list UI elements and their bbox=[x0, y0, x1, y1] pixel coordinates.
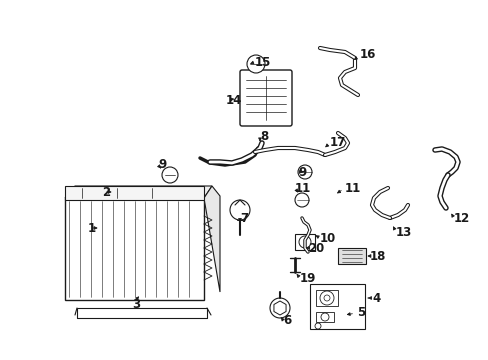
Bar bbox=[294, 234, 314, 250]
FancyBboxPatch shape bbox=[240, 70, 291, 126]
Circle shape bbox=[320, 313, 328, 321]
Circle shape bbox=[294, 193, 308, 207]
Text: 19: 19 bbox=[299, 271, 316, 284]
Circle shape bbox=[246, 55, 264, 73]
Bar bbox=[65, 186, 203, 200]
Circle shape bbox=[324, 295, 329, 301]
Text: 10: 10 bbox=[319, 231, 336, 244]
Bar bbox=[315, 290, 337, 306]
Bar bbox=[337, 248, 365, 264]
Polygon shape bbox=[203, 186, 220, 292]
Text: 9: 9 bbox=[297, 166, 305, 179]
Text: 16: 16 bbox=[359, 49, 376, 62]
Circle shape bbox=[297, 165, 311, 179]
Text: 3: 3 bbox=[132, 297, 140, 310]
Circle shape bbox=[298, 236, 310, 248]
Text: 11: 11 bbox=[345, 181, 361, 194]
Text: 15: 15 bbox=[254, 55, 271, 68]
Circle shape bbox=[319, 291, 333, 305]
Text: 12: 12 bbox=[453, 211, 469, 225]
Text: 18: 18 bbox=[369, 249, 386, 262]
Text: 4: 4 bbox=[371, 292, 380, 305]
Text: 2: 2 bbox=[102, 185, 110, 198]
Text: 5: 5 bbox=[356, 306, 365, 320]
Text: 14: 14 bbox=[225, 94, 242, 107]
Circle shape bbox=[162, 167, 178, 183]
Text: 13: 13 bbox=[395, 225, 411, 238]
Circle shape bbox=[314, 323, 320, 329]
Text: 8: 8 bbox=[260, 130, 268, 143]
Text: 9: 9 bbox=[158, 158, 166, 171]
Bar bbox=[315, 312, 333, 322]
Text: 17: 17 bbox=[329, 136, 346, 149]
Text: 11: 11 bbox=[294, 181, 311, 194]
Bar bbox=[309, 284, 364, 329]
Text: 6: 6 bbox=[283, 314, 291, 327]
Bar bbox=[77, 308, 206, 318]
Bar bbox=[65, 198, 203, 300]
Text: 1: 1 bbox=[88, 221, 96, 234]
Polygon shape bbox=[65, 186, 212, 198]
Text: 7: 7 bbox=[240, 211, 247, 225]
Circle shape bbox=[229, 200, 249, 220]
Text: 20: 20 bbox=[307, 242, 324, 255]
Circle shape bbox=[269, 298, 289, 318]
